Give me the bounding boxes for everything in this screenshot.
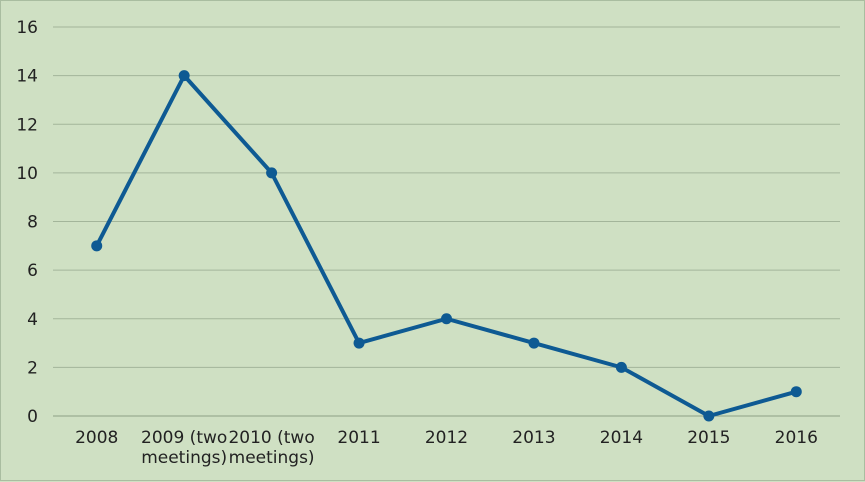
series-layer bbox=[91, 70, 802, 422]
y-tick-label: 16 bbox=[16, 18, 38, 38]
x-tick-label: 2016 bbox=[775, 428, 818, 448]
x-tick-label: 2012 bbox=[425, 428, 468, 448]
y-tick-label: 2 bbox=[27, 358, 38, 378]
series-line bbox=[94, 73, 799, 418]
y-axis-tick-labels: 0 2 4 6 8 10 12 14 16 bbox=[16, 18, 38, 427]
data-point bbox=[790, 386, 802, 398]
x-tick-label: 2011 bbox=[337, 428, 380, 448]
data-point bbox=[178, 70, 190, 82]
y-tick-label: 4 bbox=[27, 310, 38, 330]
x-tick-label: 2008 bbox=[75, 428, 118, 448]
y-tick-label: 10 bbox=[16, 164, 38, 184]
y-tick-label: 6 bbox=[27, 261, 38, 281]
data-point bbox=[353, 337, 365, 349]
x-tick-label: 2010 (two bbox=[228, 428, 314, 448]
data-point bbox=[703, 410, 715, 422]
y-tick-label: 14 bbox=[16, 67, 38, 87]
gridlines bbox=[53, 26, 840, 417]
data-point bbox=[266, 167, 278, 179]
data-point bbox=[528, 337, 540, 349]
x-tick-label: 2014 bbox=[600, 428, 643, 448]
y-tick-label: 0 bbox=[27, 407, 38, 427]
y-tick-label: 8 bbox=[27, 213, 38, 233]
data-point bbox=[441, 313, 452, 325]
x-tick-label: 2015 bbox=[687, 428, 730, 448]
x-tick-label: 2009 (two bbox=[141, 428, 227, 448]
x-tick-label: meetings) bbox=[141, 448, 227, 468]
data-point bbox=[615, 361, 627, 373]
x-tick-label: meetings) bbox=[229, 448, 315, 468]
x-tick-label: 2013 bbox=[512, 428, 555, 448]
data-point bbox=[91, 240, 103, 252]
y-tick-label: 12 bbox=[16, 115, 38, 135]
